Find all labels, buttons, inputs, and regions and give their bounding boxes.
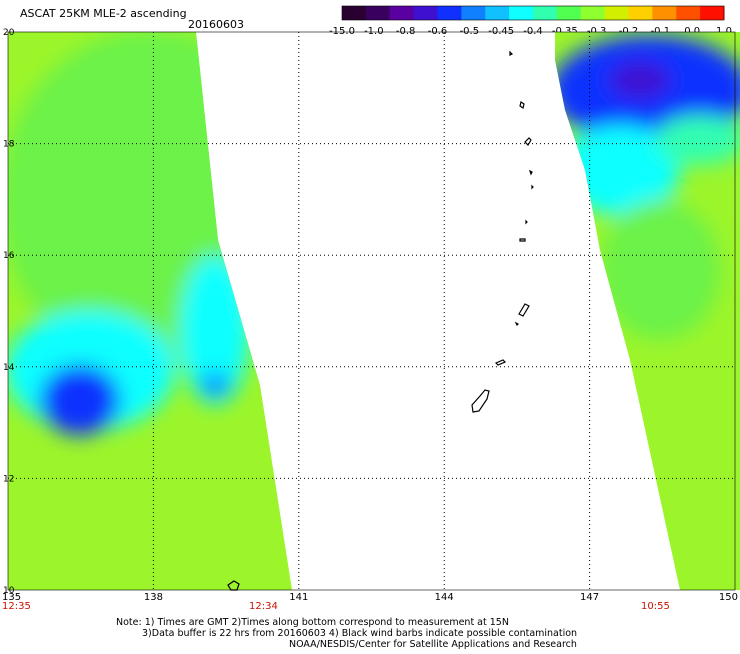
x-tick-label: 138 <box>144 592 163 603</box>
colorbar-tick-label: -0.45 <box>488 26 514 37</box>
colorbar-tick-labels: -15.0 -1.0 -0.8 -0.6 -0.5 -0.45 -0.4 -0.35 -0.3 -… <box>329 26 732 37</box>
x-axis-tick-labels: 135 138 141 144 147 150 <box>2 592 738 603</box>
colorbar-tick-label: -0.5 <box>460 26 480 37</box>
x-tick-label: 144 <box>435 592 454 603</box>
colorbar-segment <box>700 6 725 20</box>
map-grid <box>8 32 735 590</box>
colorbar-segment <box>342 6 367 20</box>
colorbar-tick-label: -0.3 <box>587 26 607 37</box>
y-tick-label: 16 <box>3 251 15 261</box>
x-tick-label: 147 <box>580 592 599 603</box>
y-tick-label: 18 <box>3 140 15 150</box>
x-tick-label: 135 <box>2 592 21 603</box>
colorbar-segment <box>628 6 653 20</box>
colorbar-tick-label: -0.1 <box>651 26 671 37</box>
note-line-1: Note: 1) Times are GMT 2)Times along bot… <box>116 617 509 628</box>
colorbar-segment <box>389 6 415 20</box>
y-tick-label: 10 <box>3 586 15 596</box>
colorbar-tick-label: -0.6 <box>428 26 448 37</box>
swath-west <box>8 32 292 590</box>
chart-date: 20160603 <box>188 18 244 31</box>
y-tick-label: 20 <box>3 28 15 38</box>
colorbar-tick-label: -0.4 <box>523 26 543 37</box>
x-tick-label: 150 <box>719 592 738 603</box>
colorbar-segment <box>509 6 534 20</box>
colorbar <box>341 5 725 21</box>
pass-time-2: 12:34 <box>249 601 278 612</box>
colorbar-tick-label: 0.0 <box>684 26 700 37</box>
colorbar-tick-label: -0.35 <box>552 26 578 37</box>
colorbar-segment <box>365 6 391 20</box>
note-line-2: 3)Data buffer is 22 hrs from 20160603 4)… <box>142 628 577 639</box>
colorbar-segment <box>580 6 606 20</box>
x-tick-label: 141 <box>289 592 308 603</box>
colorbar-segment <box>604 6 629 20</box>
colorbar-tick-label: -0.8 <box>396 26 416 37</box>
colorbar-segment <box>485 6 510 20</box>
y-axis-tick-labels: 20 18 16 14 12 10 <box>3 28 15 596</box>
swath-east <box>555 32 740 590</box>
colorbar-segment <box>461 6 486 20</box>
colorbar-tick-label: 1.0 <box>716 26 732 37</box>
chart-title: ASCAT 25KM MLE-2 ascending <box>20 7 187 20</box>
colorbar-tick-label: -15.0 <box>329 26 355 37</box>
colorbar-segment <box>652 6 677 20</box>
colorbar-segment <box>413 6 438 20</box>
map-frame <box>7 31 736 591</box>
y-tick-label: 14 <box>3 363 15 373</box>
colorbar-segment <box>676 6 701 20</box>
colorbar-segment <box>533 6 558 20</box>
pass-time-3: 10:55 <box>641 601 670 612</box>
colorbar-segment <box>556 6 582 20</box>
colorbar-tick-label: -1.0 <box>364 26 384 37</box>
colorbar-segment <box>437 6 462 20</box>
y-tick-label: 12 <box>3 474 14 484</box>
colorbar-tick-label: -0.2 <box>619 26 639 37</box>
coastlines <box>227 50 534 591</box>
pass-time-1: 12:35 <box>2 601 31 612</box>
note-line-3: NOAA/NESDIS/Center for Satellite Applica… <box>289 639 577 650</box>
